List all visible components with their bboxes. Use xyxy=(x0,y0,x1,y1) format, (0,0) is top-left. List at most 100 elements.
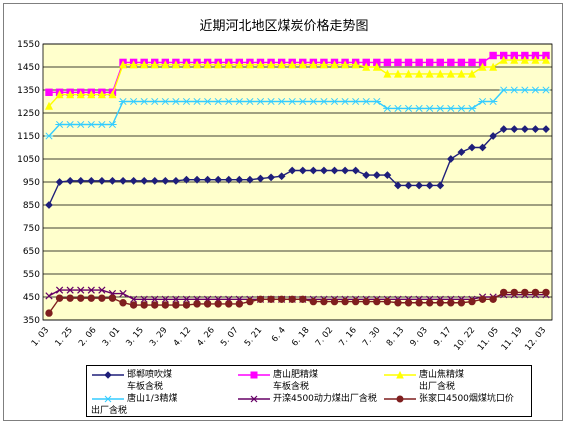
data-point xyxy=(288,166,297,175)
data-point xyxy=(309,297,318,306)
data-point xyxy=(404,69,413,78)
x-tick-label: 5. 07 xyxy=(219,326,241,349)
data-point xyxy=(277,97,286,106)
data-point xyxy=(425,299,434,307)
data-point xyxy=(267,295,275,303)
data-point xyxy=(65,120,75,129)
data-point xyxy=(66,286,74,294)
data-point xyxy=(362,171,371,180)
data-point xyxy=(288,60,297,69)
data-point xyxy=(383,104,392,112)
data-point xyxy=(362,297,370,306)
data-point xyxy=(330,166,339,175)
data-point xyxy=(531,86,540,94)
data-point xyxy=(396,395,404,403)
data-point xyxy=(203,175,212,184)
data-point xyxy=(425,69,434,78)
y-tick-label: 850 xyxy=(23,201,40,211)
series-group xyxy=(44,51,551,317)
y-tick-label: 1450 xyxy=(17,63,40,73)
data-point xyxy=(140,295,148,303)
data-point xyxy=(489,62,498,71)
data-point xyxy=(76,120,85,129)
y-tick-label: 650 xyxy=(23,247,40,257)
y-tick-label: 1250 xyxy=(17,109,40,119)
legend: 邯郸喷吹煤 车板含税 唐山肥精煤 车板含税 唐山焦精煤 出厂含税 唐山1/3精煤 出厂含税 开滦… xyxy=(86,365,532,417)
data-point xyxy=(182,60,191,69)
data-point xyxy=(436,181,445,190)
data-point xyxy=(140,301,148,309)
legend-item-5: 开滦4500动力煤出厂含税 xyxy=(237,394,397,418)
data-point xyxy=(171,97,181,106)
data-point xyxy=(457,299,466,307)
series-4 xyxy=(44,86,551,140)
data-point xyxy=(319,97,329,106)
data-point xyxy=(245,97,255,106)
data-point xyxy=(467,69,476,78)
data-point xyxy=(203,60,212,69)
data-point xyxy=(55,90,64,99)
data-point xyxy=(97,120,107,129)
x-tick-label: 7. 30 xyxy=(361,326,383,349)
data-point xyxy=(87,176,96,185)
data-point xyxy=(393,104,403,112)
x-tick-label: 7. 16 xyxy=(337,326,359,349)
data-point xyxy=(457,69,466,78)
legend-label: 邯郸喷吹煤 xyxy=(127,370,173,380)
data-point xyxy=(224,97,233,106)
legend-swatch xyxy=(92,371,124,379)
data-point xyxy=(383,171,392,180)
data-point xyxy=(372,97,382,106)
x-tick-label: 7. 02 xyxy=(314,326,336,349)
data-point xyxy=(542,288,550,297)
data-point xyxy=(214,60,223,69)
data-point xyxy=(87,294,95,302)
legend-sublabel: 出厂含税 xyxy=(91,406,128,416)
data-point xyxy=(108,90,117,99)
data-point xyxy=(489,51,497,60)
data-point xyxy=(104,395,112,403)
data-point xyxy=(129,97,138,106)
data-point xyxy=(151,295,159,303)
x-tick-label: 8. 13 xyxy=(385,326,407,349)
x-tick-label: 6. 4 xyxy=(270,326,288,345)
data-point xyxy=(161,97,170,106)
data-point xyxy=(44,101,54,110)
data-point xyxy=(457,104,466,112)
data-point xyxy=(425,104,434,112)
data-point xyxy=(98,294,106,302)
data-point xyxy=(457,148,466,157)
data-point xyxy=(108,176,117,185)
x-tick-label: 4. 26 xyxy=(195,326,217,349)
data-point xyxy=(256,97,265,106)
y-tick-label: 1150 xyxy=(17,132,40,142)
y-tick-label: 950 xyxy=(23,178,40,188)
data-point xyxy=(499,55,508,64)
data-point xyxy=(520,86,530,94)
data-point xyxy=(140,176,149,185)
data-point xyxy=(129,295,138,303)
data-point xyxy=(55,178,64,186)
data-point xyxy=(394,58,402,67)
x-tick-label: 10. 22 xyxy=(452,326,477,353)
data-point xyxy=(383,297,392,306)
data-point xyxy=(77,286,85,294)
data-point xyxy=(235,300,244,308)
data-point xyxy=(393,69,402,78)
data-point xyxy=(277,172,286,181)
data-point xyxy=(288,295,296,303)
data-point xyxy=(351,297,360,306)
data-point xyxy=(87,120,96,129)
data-point xyxy=(182,295,191,303)
data-point xyxy=(436,58,444,67)
x-tick-label: 3. 15 xyxy=(124,326,146,349)
data-point xyxy=(171,176,180,185)
legend-swatch xyxy=(384,370,416,379)
data-point xyxy=(213,97,223,106)
data-point xyxy=(267,173,275,182)
data-point xyxy=(319,60,328,69)
data-point xyxy=(383,58,392,67)
x-tick-label: 11. 19 xyxy=(500,326,525,353)
legend-item-2: 唐山肥精煤 车板含税 xyxy=(237,370,377,394)
legend-label: 唐山1/3精煤 xyxy=(127,394,178,404)
